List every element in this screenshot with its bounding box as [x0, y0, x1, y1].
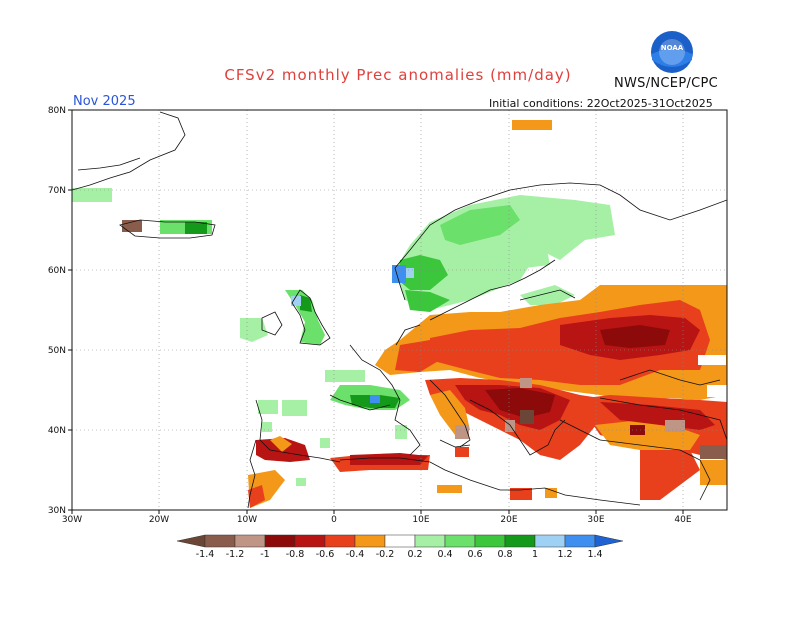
colorbar-cell [444, 534, 476, 548]
map-frame [71, 109, 728, 511]
colorbar-cell [474, 534, 506, 548]
colorbar-cell [264, 534, 296, 548]
colorbar-label: 0.6 [467, 549, 482, 560]
lon-label: 20W [149, 515, 169, 525]
anomaly-fields [72, 120, 727, 508]
colorbar-cell [594, 534, 624, 548]
initial-conditions: Initial conditions: 22Oct2025-31Oct2025 [489, 97, 713, 110]
colorbar-cell [414, 534, 446, 548]
lat-label: 70N [48, 186, 66, 196]
forecast-month: Nov 2025 [73, 94, 136, 109]
colorbar-label: -1 [260, 549, 269, 560]
lon-label: 10W [237, 515, 257, 525]
colorbar-label: 0.4 [437, 549, 452, 560]
colorbar-label: 1.4 [587, 549, 602, 560]
lat-label: 30N [48, 506, 66, 516]
colorbar-label: -1.2 [226, 549, 245, 560]
axis-ticks [68, 109, 684, 514]
colorbar-cell [294, 534, 326, 548]
colorbar-cell [504, 534, 536, 548]
colorbar-label: -0.2 [376, 549, 395, 560]
colorbar-label: -1.4 [196, 549, 215, 560]
graticule [72, 110, 727, 510]
colorbar-cell [176, 534, 206, 548]
colorbar-cell [324, 534, 356, 548]
colorbar-cell [384, 534, 416, 548]
lon-label: 40E [674, 515, 691, 525]
colorbar-cell [234, 534, 266, 548]
svg-text:NOAA: NOAA [661, 44, 684, 52]
colorbar-label: 0.2 [407, 549, 422, 560]
colorbar-label: -0.6 [316, 549, 335, 560]
lon-label: 20E [500, 515, 517, 525]
lon-label: 30E [587, 515, 604, 525]
colorbar-label: 1 [532, 549, 538, 560]
lat-label: 50N [48, 346, 66, 356]
noaa-logo: NOAA [651, 31, 693, 73]
colorbar-cell [534, 534, 566, 548]
colorbar-label: 0.8 [497, 549, 512, 560]
colorbar-label: -0.4 [346, 549, 365, 560]
chart-title: CFSv2 monthly Prec anomalies (mm/day) [224, 66, 572, 84]
lon-label: 0 [331, 515, 337, 525]
lat-label: 80N [48, 106, 66, 116]
lon-label: 30W [62, 515, 82, 525]
agency-label: NWS/NCEP/CPC [614, 76, 719, 91]
colorbar-label: -0.8 [286, 549, 305, 560]
colorbar-label: 1.2 [557, 549, 572, 560]
colorbar: -1.4 -1.2 -1 -0.8 -0.6 -0.4 -0.2 0.2 0.4 0.6 0.8 1 1… [176, 534, 624, 560]
colorbar-cell [564, 534, 596, 548]
lat-label: 40N [48, 426, 66, 436]
colorbar-cell [354, 534, 386, 548]
lon-label: 10E [412, 515, 429, 525]
colorbar-cell [204, 534, 236, 548]
lat-label: 60N [48, 266, 66, 276]
coastlines [72, 111, 727, 509]
